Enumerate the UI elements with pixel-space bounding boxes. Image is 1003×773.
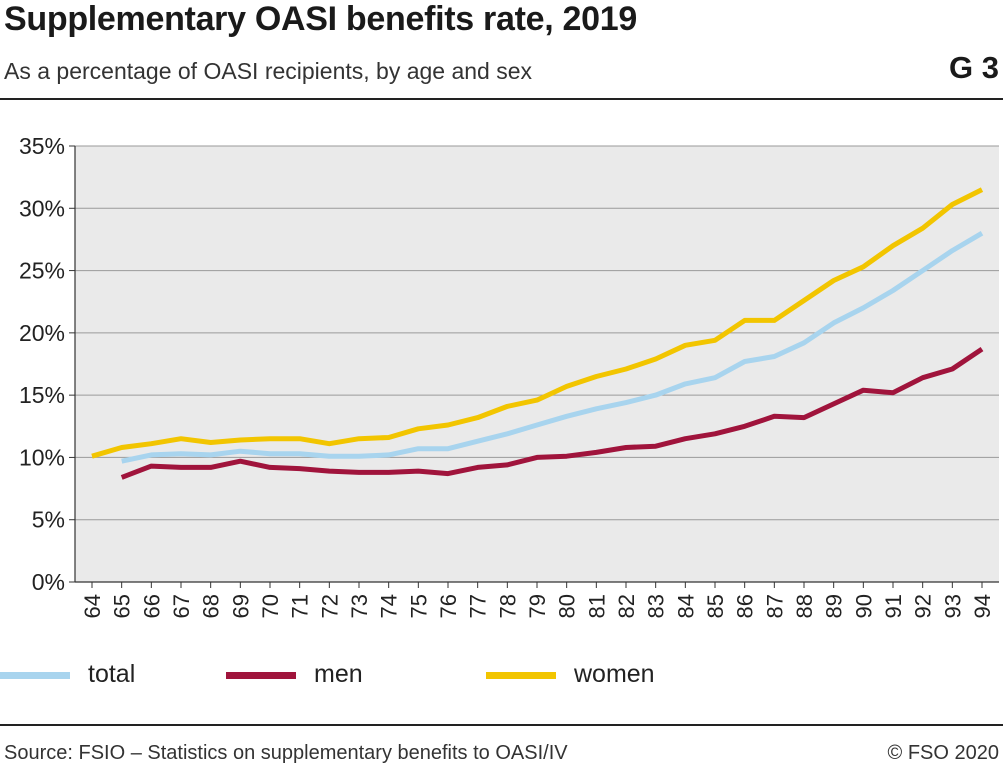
y-tick-label: 15% (19, 382, 65, 408)
x-tick-label: 88 (792, 594, 817, 618)
footer-divider (0, 724, 1003, 726)
chart-title: Supplementary OASI benefits rate, 2019 (4, 0, 637, 38)
legend-swatch-total (0, 672, 70, 679)
x-tick-label: 69 (228, 594, 253, 618)
legend-swatch-women (486, 672, 556, 679)
legend-swatch-men (226, 672, 296, 679)
x-tick-label: 66 (139, 594, 164, 618)
x-tick-label: 91 (881, 594, 906, 618)
x-tick-label: 83 (644, 594, 669, 618)
x-tick-label: 70 (258, 594, 283, 618)
x-tick-label: 93 (940, 594, 965, 618)
series-line-women (91, 187, 984, 459)
series-line-total (121, 231, 984, 464)
x-tick-label: 78 (495, 594, 520, 618)
x-tick-label: 89 (822, 594, 847, 618)
graph-code: G 3 (949, 50, 999, 85)
y-tick-label: 10% (19, 444, 65, 470)
y-tick-label: 0% (32, 569, 65, 595)
source-note: Source: FSIO – Statistics on supplementa… (4, 742, 568, 764)
chart-subtitle: As a percentage of OASI recipients, by a… (4, 58, 533, 84)
y-tick-label: 30% (19, 195, 65, 221)
y-tick-label: 25% (19, 258, 65, 284)
y-tick-label: 5% (32, 507, 65, 533)
x-tick-label: 72 (317, 594, 342, 618)
x-tick-label: 68 (199, 594, 224, 618)
x-tick-label: 92 (911, 594, 936, 618)
header-divider (0, 98, 1003, 100)
x-tick-label: 67 (169, 594, 194, 618)
legend-label-women: women (574, 660, 655, 688)
x-tick-label: 64 (80, 594, 105, 618)
x-tick-label: 74 (377, 594, 402, 618)
x-tick-label: 87 (762, 594, 787, 618)
x-tick-label: 73 (347, 594, 372, 618)
plot-background (75, 146, 999, 582)
x-tick-label: 94 (970, 594, 995, 618)
y-tick-label: 20% (19, 320, 65, 346)
x-tick-label: 84 (673, 594, 698, 618)
line-chart: 0% 5% 10% 15% 20% 25% 30% 35% 64 65 66 67 68 69 70 71 72… (19, 133, 999, 618)
x-tick-label: 90 (851, 594, 876, 618)
x-tick-label: 86 (733, 594, 758, 618)
x-tick-label: 80 (555, 594, 580, 618)
series-line-men (120, 347, 984, 480)
x-tick-label: 85 (703, 594, 728, 618)
x-tick-label: 77 (466, 594, 491, 618)
legend-label-total: total (88, 660, 136, 688)
y-tick-label: 35% (19, 133, 65, 159)
x-tick-label: 65 (110, 594, 135, 618)
x-tick-label: 81 (584, 594, 609, 618)
x-tick-label: 76 (436, 594, 461, 618)
x-tick-label: 79 (525, 594, 550, 618)
x-tick-label: 82 (614, 594, 639, 618)
x-tick-label: 75 (406, 594, 431, 618)
copyright-note: © FSO 2020 (887, 742, 999, 764)
legend-label-men: men (314, 660, 363, 688)
x-tick-label: 71 (288, 594, 313, 618)
